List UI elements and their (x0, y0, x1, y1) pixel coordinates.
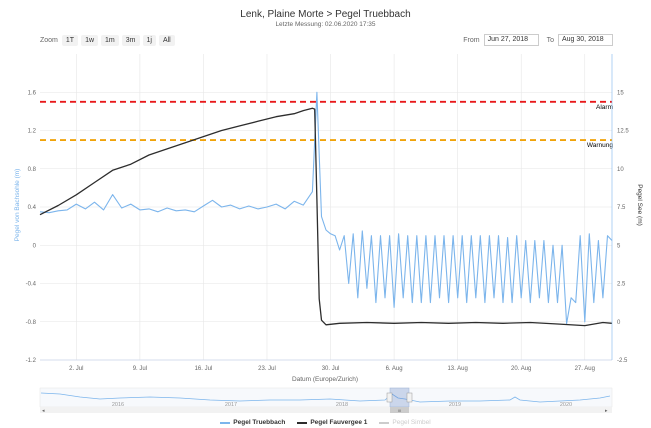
zoom-label: Zoom (40, 36, 58, 44)
chart-subtitle: Letzte Messung: 02.06.2020 17:35 (275, 21, 376, 28)
zoom-3m-button[interactable]: 3m (121, 34, 140, 46)
y-right-tick-label: 0 (617, 320, 621, 326)
navigator-scrollbar-grip: III (398, 408, 401, 413)
y-right-tick-label: 2.5 (617, 282, 626, 288)
legend-item-pegel-truebbach[interactable]: Pegel Truebbach (220, 419, 285, 426)
y-right-tick-label: 15 (617, 90, 624, 96)
navigator-scrollbar-thumb[interactable] (390, 407, 409, 413)
navigator-left-handle[interactable] (386, 392, 393, 403)
x-tick-label: 6. Aug (386, 366, 403, 372)
axes: 1.6 1.2 0.8 0.4 0 -0.4 -0.8 -1.2 15 12.5 10 7.5 5 2.5… (26, 54, 629, 372)
line-chart: Alarm Warnung 1.6 1.2 0.8 0.4 0 -0.4 -0.8 -1.2 15… (14, 54, 643, 414)
y-right-tick-label: 5 (617, 243, 621, 249)
zoom-1j-button[interactable]: 1j (142, 34, 156, 46)
scroll-right-icon[interactable]: ▸ (605, 408, 608, 414)
series-line-pegel-fauvergee-1 (39, 107, 613, 327)
x-tick-label: 16. Jul (195, 366, 213, 372)
navigator-year-label: 2019 (449, 402, 461, 408)
threshold-lines: Alarm Warnung (40, 100, 614, 149)
to-date-input[interactable]: Aug 30, 2018 (558, 34, 613, 46)
legend-swatch (220, 421, 231, 424)
scroll-left-icon[interactable]: ◂ (42, 408, 45, 414)
navigator-year-label: 2020 (560, 402, 572, 408)
gridlines (40, 54, 612, 361)
x-axis-label: Datum (Europe/Zurich) (292, 376, 358, 383)
zoom-all-button[interactable]: All (158, 34, 175, 46)
legend-item-pegel-fauvergee[interactable]: Pegel Fauvergee 1 (297, 419, 367, 426)
series-line-pegel-truebbach (39, 91, 613, 325)
navigator[interactable]: 2016 2017 2018 2019 2020 III ◂ ▸ (39, 387, 613, 414)
zoom-1w-button[interactable]: 1w (81, 34, 99, 46)
y-right-tick-label: 7.5 (617, 205, 626, 211)
legend-swatch (297, 421, 308, 424)
navigator-year-label: 2016 (112, 402, 124, 408)
zoom-1m-button[interactable]: 1m (101, 34, 119, 46)
x-tick-label: 2. Jul (69, 366, 83, 372)
y-right-tick-label: -2.5 (617, 358, 628, 364)
legend-label: Pegel Fauvergee 1 (310, 419, 368, 426)
y-left-tick-label: -0.4 (26, 282, 37, 288)
y-axis-left-label: Pegel von Bachsohle (m) (14, 169, 21, 242)
navigator-year-label: 2017 (225, 402, 237, 408)
y-right-tick-label: 12.5 (617, 129, 629, 135)
from-date-input[interactable]: Jun 27, 2018 (483, 34, 539, 46)
y-axis-right-label: Pegel See (m) (636, 184, 643, 226)
legend-label: Pegel Simbel (392, 419, 431, 426)
series-group (39, 91, 613, 327)
y-left-tick-label: 0.8 (28, 167, 37, 173)
y-left-tick-label: 1.6 (28, 90, 37, 96)
chart-title: Lenk, Plaine Morte > Pegel Truebbach (240, 9, 411, 20)
x-tick-label: 30. Jul (322, 366, 340, 372)
y-left-tick-label: 1.2 (28, 129, 37, 135)
threshold-label-alarm: Alarm (596, 104, 613, 111)
x-tick-label: 20. Aug (511, 366, 531, 372)
navigator-right-handle[interactable] (406, 392, 413, 403)
navigator-year-labels: 2016 2017 2018 2019 2020 (112, 402, 572, 408)
navigator-selection[interactable] (389, 387, 410, 408)
x-tick-label: 9. Jul (133, 366, 147, 372)
x-tick-label: 23. Jul (258, 366, 276, 372)
y-right-tick-label: 10 (617, 167, 624, 173)
y-left-tick-label: -0.8 (26, 320, 37, 326)
zoom-bar: Zoom 1T 1w 1m 3m 1j All (40, 34, 178, 46)
navigator-year-label: 2018 (336, 402, 348, 408)
date-range-selector: From Jun 27, 2018 To Aug 30, 2018 (455, 34, 613, 46)
y-left-tick-label: 0 (33, 243, 37, 249)
from-label: From (463, 36, 480, 44)
navigator-scrollbar[interactable] (40, 407, 612, 413)
legend-label: Pegel Truebbach (233, 419, 286, 426)
chart-legend: Pegel Truebbach Pegel Fauvergee 1 Pegel … (0, 419, 651, 426)
x-tick-label: 13. Aug (447, 366, 467, 372)
legend-swatch (379, 421, 390, 424)
legend-item-pegel-simbel[interactable]: Pegel Simbel (379, 419, 431, 426)
threshold-label-warnung: Warnung (587, 142, 614, 149)
y-left-tick-label: -1.2 (26, 358, 37, 364)
to-label: To (546, 36, 554, 44)
x-tick-label: 27. Aug (575, 366, 595, 372)
zoom-1t-button[interactable]: 1T (61, 34, 79, 46)
y-left-tick-label: 0.4 (28, 205, 37, 211)
